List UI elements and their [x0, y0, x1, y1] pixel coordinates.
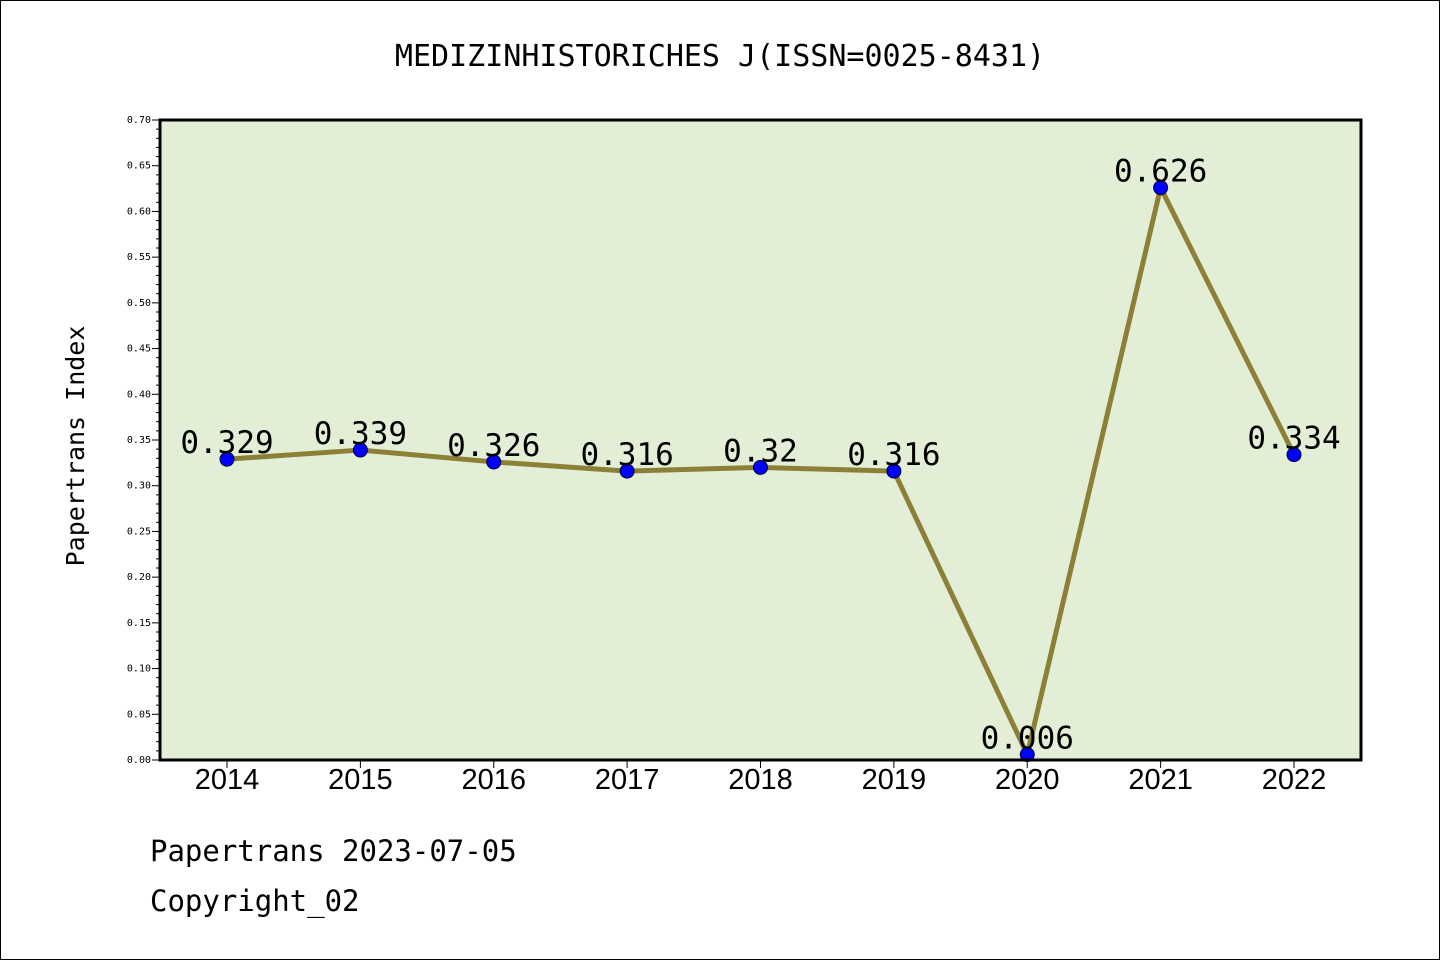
- data-point: [486, 454, 502, 470]
- x-tick-label: 2019: [862, 764, 927, 796]
- plot-border: [158, 118, 1363, 762]
- plot-area: [160, 120, 1361, 760]
- y-tick-label: 0.00: [127, 755, 151, 766]
- y-tick-label: 0.60: [127, 206, 151, 217]
- footer-copyright: Copyright_02: [150, 884, 360, 918]
- data-label: 0.32: [723, 433, 798, 469]
- footer-date: Papertrans 2023-07-05: [150, 834, 517, 868]
- data-point: [886, 463, 902, 479]
- y-tick-label: 0.55: [127, 252, 151, 263]
- data-point: [753, 459, 768, 475]
- data-point: [1153, 180, 1169, 196]
- y-tick-label: 0.15: [127, 618, 151, 629]
- y-tick-label: 0.30: [127, 481, 151, 492]
- data-point: [619, 463, 635, 479]
- x-tick-label: 2020: [995, 764, 1060, 796]
- data-label: 0.329: [180, 425, 273, 461]
- x-tick-label: 2015: [328, 764, 393, 796]
- data-point: [1286, 447, 1302, 463]
- y-tick-label: 0.70: [127, 115, 151, 126]
- data-point: [219, 451, 235, 467]
- x-tick-label: 2022: [1262, 764, 1327, 796]
- data-point: [1019, 747, 1035, 763]
- data-label: 0.006: [981, 721, 1074, 757]
- y-tick-label: 0.05: [127, 709, 151, 720]
- x-tick-label: 2016: [461, 764, 526, 796]
- data-label: 0.339: [314, 416, 407, 452]
- data-label: 0.626: [1114, 154, 1207, 190]
- y-tick-label: 0.20: [127, 572, 151, 583]
- data-point: [352, 442, 368, 458]
- y-tick-label: 0.25: [127, 526, 151, 537]
- y-tick-label: 0.65: [127, 161, 151, 172]
- y-tick-label: 0.45: [127, 344, 151, 355]
- chart-title: MEDIZINHISTORICHES J(ISSN=0025-8431): [395, 39, 1045, 74]
- y-axis-label: Papertrans Index: [61, 326, 90, 567]
- data-label: 0.334: [1247, 421, 1340, 457]
- y-tick-label: 0.50: [127, 298, 151, 309]
- x-tick-label: 2021: [1128, 764, 1193, 796]
- y-tick-label: 0.40: [127, 389, 151, 400]
- data-label: 0.316: [580, 437, 673, 473]
- y-tick-label: 0.35: [127, 435, 151, 446]
- y-tick-label: 0.10: [127, 664, 151, 675]
- data-label: 0.316: [847, 437, 940, 473]
- x-tick-label: 2018: [728, 764, 793, 796]
- x-tick-label: 2014: [195, 764, 260, 796]
- x-tick-label: 2017: [595, 764, 660, 796]
- data-label: 0.326: [447, 428, 540, 464]
